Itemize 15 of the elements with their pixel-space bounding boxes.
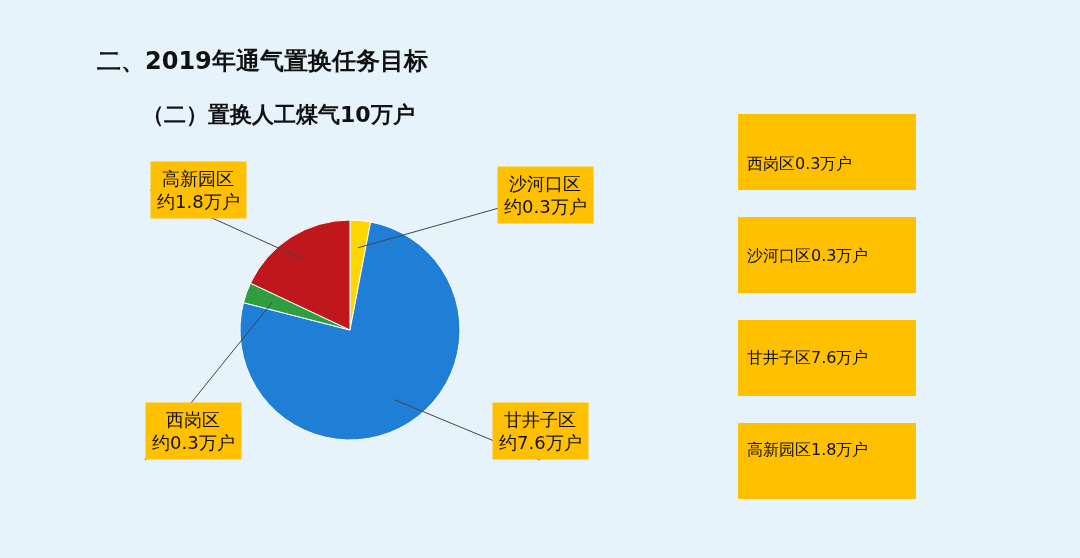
pie-slice [239,221,461,441]
data-label: 约1.8万户 [157,191,240,213]
text: 沙河口区0.3万户 [747,246,869,265]
text: 西岗区0.3万户 [747,154,853,173]
slice-label: 甘井子区 [504,409,577,430]
data-label: 约0.3万户 [152,432,235,454]
data-label: 约7.6万户 [499,432,582,454]
chart-title: 二、2019年通气置换任务目标 [97,47,428,75]
slice-label: 沙河口区 [509,173,582,194]
chart-subtitle: （二）置换人工煤气10万户 [142,102,415,127]
text: 甘井子区7.6万户 [747,348,869,367]
slice-label: 高新园区 [162,168,235,189]
data-label: 约0.3万户 [504,196,587,218]
text: 高新园区1.8万户 [747,440,869,459]
slice-label: 西岗区 [166,409,221,430]
